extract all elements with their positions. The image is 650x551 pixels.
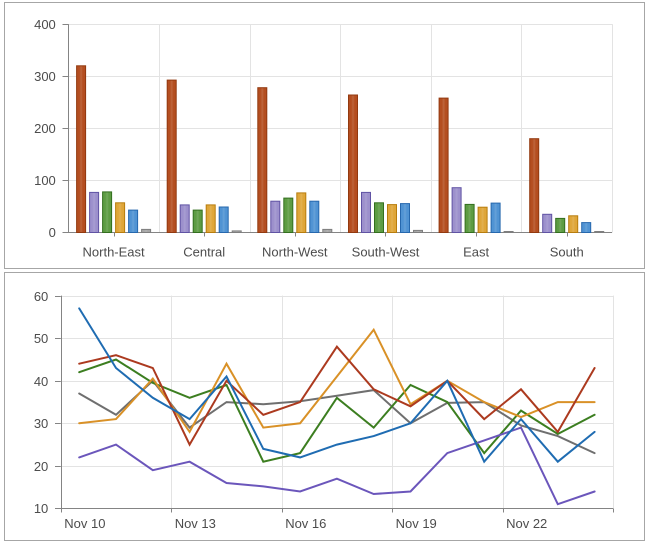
svg-text:50: 50: [34, 331, 48, 346]
svg-text:Nov 22: Nov 22: [506, 516, 547, 531]
svg-text:Nov 10: Nov 10: [64, 516, 105, 531]
svg-text:0: 0: [49, 225, 56, 240]
svg-text:North-West: North-West: [262, 244, 328, 259]
svg-text:30: 30: [34, 416, 48, 431]
svg-text:300: 300: [34, 69, 56, 84]
svg-text:Nov 13: Nov 13: [175, 516, 216, 531]
svg-text:Nov 19: Nov 19: [396, 516, 437, 531]
svg-text:200: 200: [34, 121, 56, 136]
svg-text:South-West: South-West: [352, 244, 420, 259]
svg-text:20: 20: [34, 459, 48, 474]
svg-text:Nov 16: Nov 16: [285, 516, 326, 531]
svg-text:East: East: [463, 244, 489, 259]
svg-text:North-East: North-East: [83, 244, 146, 259]
svg-text:South: South: [550, 244, 584, 259]
svg-text:Central: Central: [183, 244, 225, 259]
svg-text:10: 10: [34, 501, 48, 516]
svg-text:60: 60: [34, 289, 48, 304]
svg-text:100: 100: [34, 173, 56, 188]
svg-text:40: 40: [34, 374, 48, 389]
svg-text:400: 400: [34, 17, 56, 32]
